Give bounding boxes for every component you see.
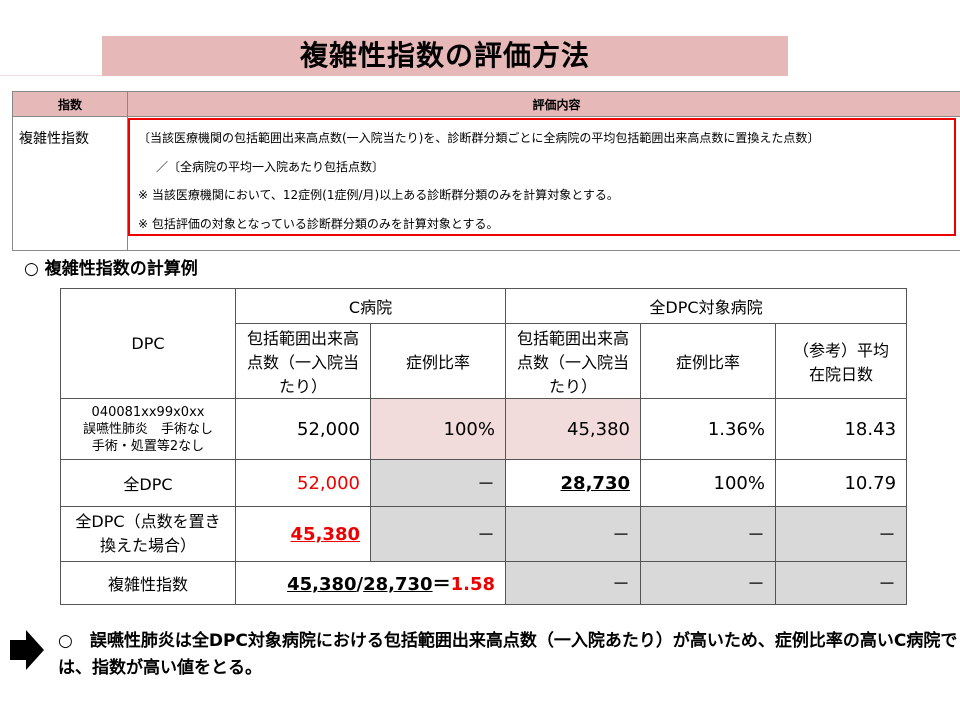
header-c-hospital: C病院 [235, 288, 506, 324]
cell-all-points: － [505, 506, 641, 562]
conclusion-text: ○ 誤嚥性肺炎は全DPC対象病院における包括範囲出来高点数（一入院あたり）が高い… [58, 631, 958, 678]
cell-c-points: 52,000 [235, 398, 371, 460]
formula-result: 1.58 [450, 574, 495, 595]
all-dpc-average-points: 28,730 [560, 472, 630, 494]
cell-c-ratio: － [370, 506, 506, 562]
cell-all-ratio: － [640, 561, 776, 605]
definition-content-cell [127, 116, 960, 251]
header-dpc: DPC [60, 288, 236, 399]
row-label-complexity-index: 複雑性指数 [60, 561, 236, 605]
replaced-points: 45,380 [290, 523, 360, 545]
definition-line: 〔当該医療機関の包括範囲出来高点数(一入院当たり)を、診断群分類ごとに全病院の平… [138, 131, 820, 145]
cell-all-days: 10.79 [774, 459, 908, 507]
header-c-points: 包括範囲出来高点数（一入院当たり） [235, 323, 371, 399]
cell-all-ratio: － [640, 506, 776, 562]
cell-c-points: 52,000 [235, 459, 371, 507]
definition-index-name: 複雑性指数 [12, 116, 128, 251]
row-label-aspiration-pneumonia: 040081xx99x0xx 誤嚥性肺炎 手術なし 手術・処置等2なし [60, 398, 236, 460]
dpc-name: 誤嚥性肺炎 手術なし [82, 421, 213, 437]
cell-all-ratio: 1.36% [640, 398, 776, 460]
header-all-points: 包括範囲出来高点数（一入院当たり） [505, 323, 641, 399]
cell-all-ratio: 100% [640, 459, 776, 507]
cell-c-ratio: － [370, 459, 506, 507]
definition-line: ※ 当該医療機関において、12症例(1症例/月)以上ある診断群分類のみを計算対象… [138, 188, 619, 202]
cell-all-points: － [505, 561, 641, 605]
definition-header-content: 評価内容 [127, 91, 960, 117]
header-all-ratio: 症例比率 [640, 323, 776, 399]
definition-header-index: 指数 [12, 91, 128, 117]
cell-all-days: － [774, 561, 908, 605]
calculation-table: DPC C病院 全DPC対象病院 包括範囲出来高点数（一入院当たり） 症例比率 … [60, 288, 908, 605]
cell-all-days: 18.43 [774, 398, 908, 460]
formula-equals: ＝ [432, 574, 451, 595]
cell-c-points: 45,380 [235, 506, 371, 562]
row-label-replaced: 全DPC（点数を置き換えた場合） [60, 506, 236, 562]
dpc-code: 040081xx99x0xx [91, 404, 205, 420]
divider [0, 75, 102, 76]
header-all-days: （参考）平均在院日数 [774, 323, 908, 399]
cell-all-points: 28,730 [505, 459, 641, 507]
header-all-dpc: 全DPC対象病院 [504, 288, 908, 324]
row-label-all-dpc: 全DPC [60, 459, 236, 507]
cell-all-days: － [774, 506, 908, 562]
definition-line: ※ 包括評価の対象となっている診断群分類のみを計算対象とする。 [138, 217, 499, 231]
page-title: 複雑性指数の評価方法 [299, 39, 590, 72]
definition-line: ／〔全病院の平均一入院あたり包括点数〕 [156, 160, 385, 174]
cell-complexity-formula: 45,380/28,730＝1.58 [235, 561, 506, 605]
cell-all-points: 45,380 [505, 398, 641, 460]
definition-table: 指数 評価内容 複雑性指数 [12, 91, 960, 251]
header-c-ratio: 症例比率 [370, 323, 506, 399]
formula-denominator: 28,730 [363, 574, 433, 595]
definition-highlight-box [128, 118, 956, 236]
section-heading: ○ 複雑性指数の計算例 [24, 259, 198, 279]
formula-numerator: 45,380 [287, 574, 357, 595]
formula-slash: / [356, 574, 364, 595]
cell-c-ratio: 100% [370, 398, 506, 460]
title-bar: 複雑性指数の評価方法 [102, 36, 788, 76]
dpc-subname: 手術・処置等2なし [91, 438, 205, 454]
